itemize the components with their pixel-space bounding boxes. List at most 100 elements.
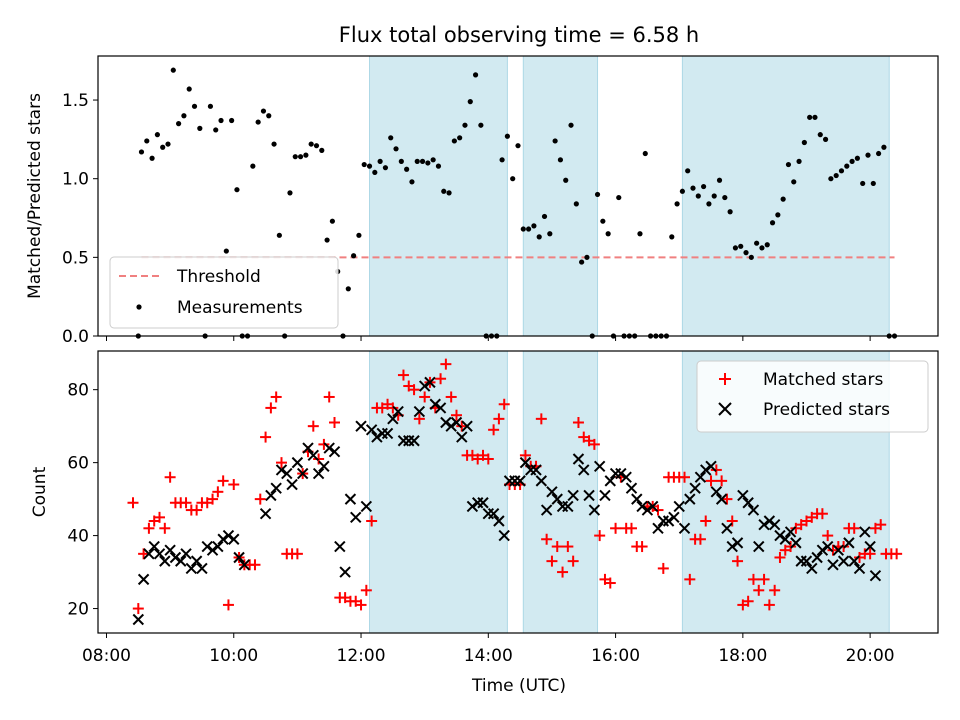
measurement-point — [186, 86, 192, 92]
measurement-point — [388, 135, 394, 141]
predicted-point — [514, 475, 526, 487]
measurement-point — [276, 232, 282, 238]
predicted-point — [328, 445, 341, 458]
predicted-point — [159, 555, 171, 567]
measurement-point — [812, 114, 818, 120]
top-panel: 0.0 0.5 1.0 1.5 Matched/Predicted stars Thr… — [25, 55, 939, 347]
measurement-point — [828, 176, 834, 182]
matched-point — [610, 522, 622, 534]
measurement-point — [308, 141, 314, 147]
predicted-point — [498, 529, 510, 542]
matched-point — [254, 493, 266, 505]
measurement-point — [600, 218, 606, 224]
predicted-point — [217, 533, 229, 545]
x-tick-label: 08:00 — [82, 646, 131, 666]
predicted-point — [487, 507, 500, 520]
matched-point — [366, 515, 378, 527]
y-tick-label: 40 — [67, 527, 89, 547]
matched-point — [445, 391, 457, 403]
measurement-point — [366, 163, 373, 169]
matched-point — [747, 573, 759, 585]
predicted-point — [811, 551, 823, 564]
predicted-point — [806, 562, 818, 575]
measurement-point — [669, 234, 675, 240]
matched-point — [891, 548, 903, 560]
matched-point — [625, 522, 637, 534]
predicted-point — [774, 529, 786, 542]
measurement-point — [207, 103, 214, 109]
x-tick-label: 12:00 — [337, 646, 386, 666]
matched-point — [217, 475, 229, 487]
measurement-point — [701, 183, 707, 190]
measurements-legend-label: Measurements — [177, 298, 303, 318]
measurement-point — [531, 223, 537, 229]
measurement-point — [425, 160, 431, 166]
predicted-point — [334, 540, 346, 553]
predicted-point — [800, 555, 813, 567]
matched-point — [291, 548, 303, 560]
matched-point — [164, 471, 176, 483]
predicted-point — [673, 500, 685, 513]
measurement-point — [499, 157, 505, 163]
predicted-point — [153, 548, 166, 560]
matched-point — [207, 493, 219, 505]
predicted-point — [758, 518, 770, 531]
predicted-point — [784, 526, 797, 538]
predicted-point — [684, 493, 696, 505]
predicted-point — [710, 486, 723, 498]
predicted-point — [312, 467, 325, 480]
y-tick-label: 1.5 — [62, 91, 89, 111]
predicted-point — [281, 467, 293, 480]
predicted-point — [530, 464, 542, 476]
measurement-point — [229, 117, 235, 124]
predicted-point — [296, 467, 309, 480]
matched-point — [318, 438, 330, 450]
predicted-point — [593, 460, 606, 472]
measurement-point — [642, 150, 648, 157]
predicted-point — [190, 555, 203, 567]
predicted-point — [567, 489, 579, 502]
predicted-point — [387, 413, 399, 425]
matched-point — [604, 577, 616, 589]
matched-point — [679, 471, 691, 483]
measurement-point — [504, 133, 510, 139]
predicted-point — [641, 504, 654, 516]
measurement-point — [165, 141, 171, 147]
matched-point — [270, 391, 282, 403]
measurement-point — [138, 149, 145, 155]
matched-point — [329, 417, 341, 429]
matched-point — [551, 541, 563, 553]
measurement-point — [329, 218, 335, 224]
measurement-point — [414, 158, 420, 164]
predicted-point — [148, 540, 160, 553]
bottom-panel: 20 40 60 80 08:00 10:00 12:00 14:00 16:00 18:00 2… — [30, 350, 939, 666]
measurement-point — [706, 201, 712, 207]
measurement-point — [780, 196, 786, 202]
y-tick-label: 1.0 — [62, 170, 89, 190]
measurement-point — [557, 157, 564, 163]
measurement-point — [722, 194, 728, 201]
matched-point — [313, 453, 325, 465]
measurement-point — [732, 245, 739, 251]
y-tick-label: 20 — [67, 600, 89, 620]
measurement-point — [838, 168, 845, 174]
measurement-point — [345, 286, 351, 292]
measurement-point — [255, 119, 261, 125]
predicted-point — [424, 376, 436, 389]
predicted-point — [339, 566, 351, 578]
predicted-point — [694, 471, 707, 483]
matched-point — [191, 504, 203, 516]
matched-point — [684, 573, 696, 585]
measurement-point — [223, 248, 229, 254]
matched-point — [228, 479, 240, 491]
measurement-point — [398, 158, 404, 164]
predicted-point — [212, 540, 224, 553]
matched-point — [222, 599, 234, 611]
x-axis-label: Time (UTC) — [471, 676, 566, 696]
top-plot-frame — [97, 55, 939, 337]
predicted-point — [869, 570, 882, 582]
matched-point — [742, 595, 754, 607]
bottom-y-ticks: 20 40 60 80 — [67, 381, 98, 620]
matched-point — [419, 391, 431, 403]
measurement-point — [478, 122, 484, 128]
